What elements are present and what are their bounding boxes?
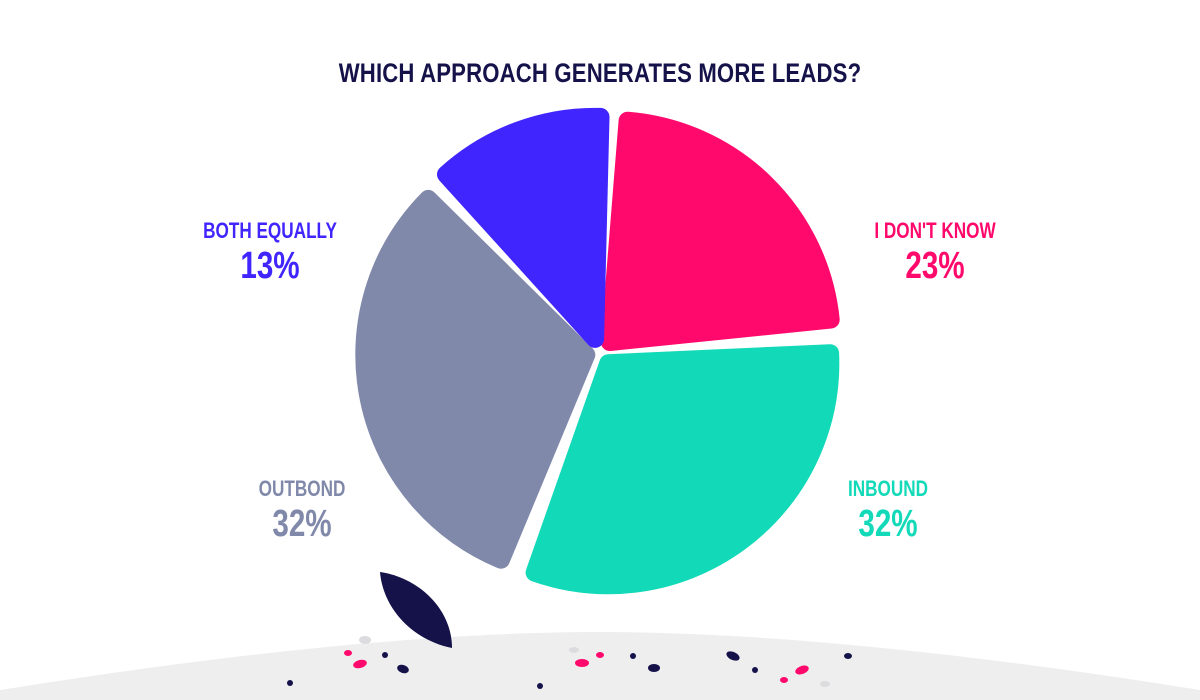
label-i-dont-know-name: I DON'T KNOW [874,218,996,243]
confetti-decoration [287,636,852,689]
label-both-equally-name: BOTH EQUALLY [203,218,337,243]
label-both-equally: BOTH EQUALLY 13% [200,218,340,288]
ground-hill [0,632,1200,700]
label-outbound-name: OUTBOND [258,476,346,501]
slice-both-equally [437,107,610,348]
label-inbound-name: INBOUND [847,476,929,501]
label-i-dont-know: I DON'T KNOW 23% [861,218,1009,288]
label-outbound-pct: 32% [272,503,332,545]
slice-i-dont-know [600,111,840,351]
label-inbound: INBOUND 32% [818,476,958,546]
chart-title: WHICH APPROACH GENERATES MORE LEADS? [338,58,862,88]
label-outbound: OUTBOND 32% [232,476,372,546]
label-inbound-pct: 32% [858,503,918,545]
slice-outbound [355,189,596,569]
slice-inbound [525,344,840,595]
label-i-dont-know-pct: 23% [905,245,965,287]
label-both-equally-pct: 13% [240,245,300,287]
leaf-decoration [380,572,452,648]
